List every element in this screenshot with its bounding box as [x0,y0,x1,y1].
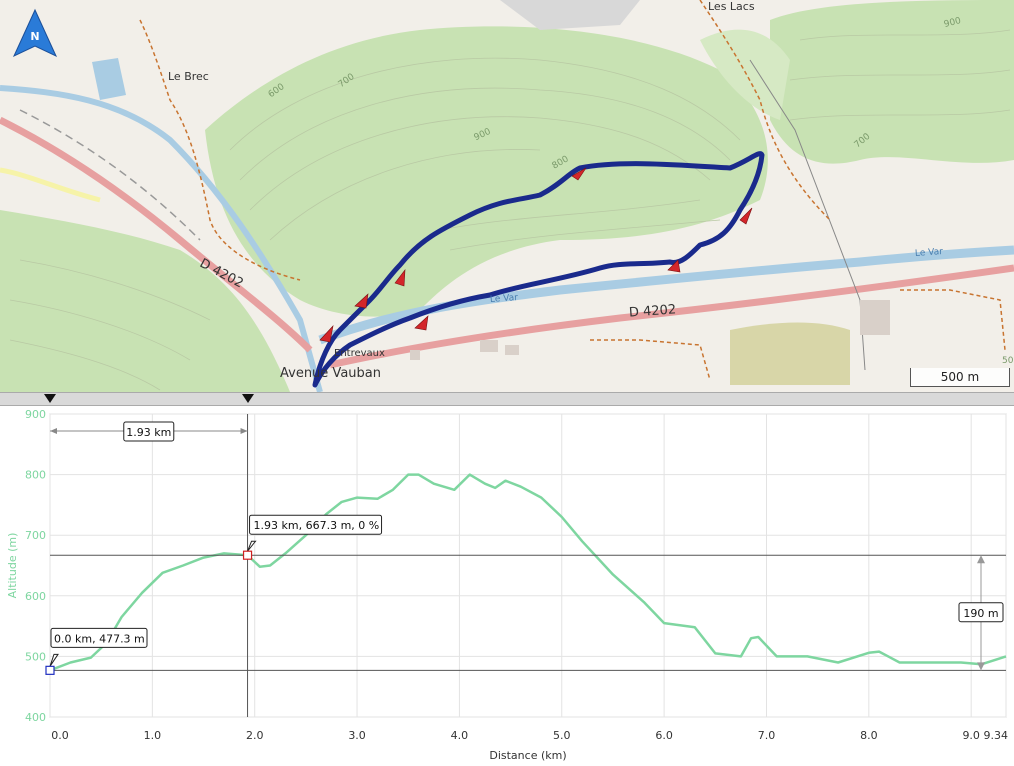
start-callout-label: 0.0 km, 477.3 m [54,632,145,645]
forest-area [700,29,790,120]
elevation-chart[interactable]: 400 500 600 700 800 900 0.0 1.0 2.0 3.0 4.0 5.0 6.0 7… [0,406,1014,766]
x-tick-label: 9.0 [962,729,980,742]
cursor-callout-label: 1.93 km, 667.3 m, 0 % [254,519,380,532]
y-tick-label: 400 [25,711,46,724]
x-tick-label: 8.0 [860,729,878,742]
x-tick-label: 5.0 [553,729,571,742]
y-tick-label: 500 [25,650,46,663]
secondary-road [0,167,101,203]
buildings [410,300,890,360]
cursor-callout-box [249,514,383,535]
cursor-marker-handle[interactable] [242,394,254,403]
forest-area [770,0,1014,164]
plot-area [49,413,1007,718]
river-label-le-var: Le Var [914,247,944,259]
start-callout-box [50,627,148,648]
distance-bracket-label: 1.93 km [126,426,171,439]
start-callout-pointer [49,653,59,667]
scale-label: 500 m [940,370,980,384]
elevation-profile[interactable]: 400 500 600 700 800 900 0.0 1.0 2.0 3.0 4.0 5.0 6.0 7… [0,406,1014,766]
elevation-diff-box [958,602,1004,623]
river [0,85,323,392]
x-tick-label: 1.0 [144,729,162,742]
x-axis-label: Distance (km) [489,749,566,762]
contour-lines [9,29,1011,391]
y-tick-label: 900 [25,408,46,421]
y-tick-label: 800 [25,469,46,482]
map-view[interactable]: N Les Lacs Le Brec D 4202 D 4202 Le Var … [0,0,1014,392]
road-d4202 [329,264,1014,369]
x-tick-label: 0.0 [51,729,69,742]
place-label-le-brec: Le Brec [168,70,209,83]
forest-area [0,210,290,392]
x-tick-label: 4.0 [451,729,469,742]
elevation-series-line [49,473,1007,672]
scale-bar: 500 m [910,368,1010,387]
x-tick-label: 9.34 [984,729,1009,742]
distance-bracket-box [123,421,175,442]
splitter-bar[interactable] [0,392,1014,406]
cursor-callout-pointer [247,540,257,552]
y-tick-label: 600 [25,590,46,603]
y-tick-label: 700 [25,529,46,542]
north-arrow-icon[interactable]: N [12,8,58,58]
lake [92,58,126,100]
place-label-les-lacs: Les Lacs [708,0,755,13]
rock-area [500,0,640,30]
north-label: N [30,30,39,43]
road-d4202 [0,116,313,353]
track-direction-arrows [319,167,753,343]
x-tick-label: 6.0 [655,729,673,742]
railway [19,109,201,241]
start-marker-handle[interactable] [44,394,56,403]
cursor-point-marker[interactable] [242,550,253,560]
x-tick-label: 3.0 [348,729,366,742]
trails [139,0,1006,381]
river-label-le-var: Le Var [489,293,519,305]
x-tick-label: 7.0 [758,729,776,742]
contour-label: 500 [1002,356,1014,366]
y-axis-label: Altitude (m) [6,533,19,599]
elevation-diff-label: 190 m [963,607,998,620]
x-tick-label: 2.0 [246,729,264,742]
gps-track [312,151,765,388]
grass-area [730,322,850,385]
map-canvas[interactable] [0,0,1014,392]
street-label-avenue-vauban: Avenue Vauban [280,366,381,381]
start-point-marker[interactable] [45,665,55,675]
place-label-entrevaux: Entrevaux [334,348,385,359]
forest-area [205,26,768,317]
